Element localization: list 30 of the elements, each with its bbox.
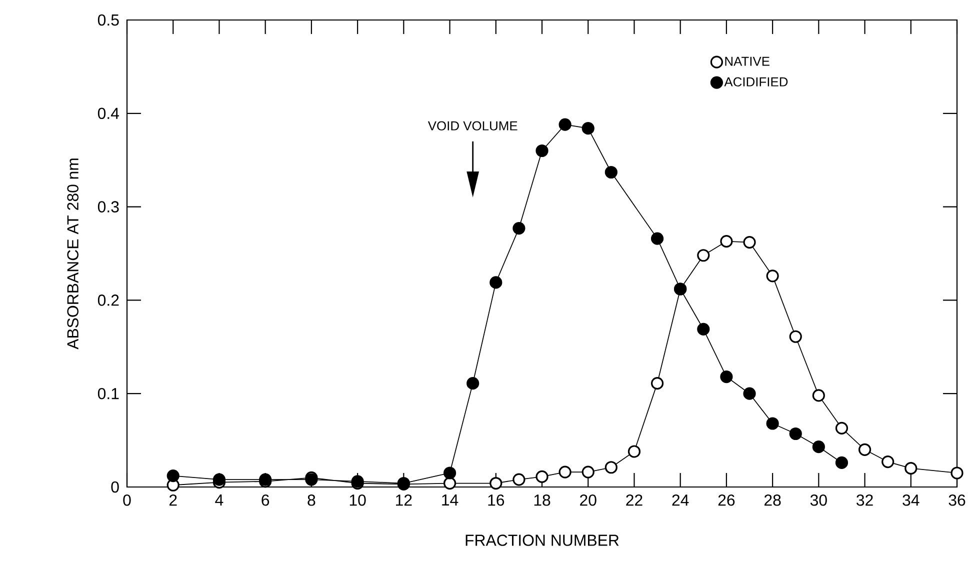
y-axis-title: ABSORBANCE AT 280 nm <box>67 158 78 350</box>
x-tick-label: 8 <box>308 494 316 506</box>
x-tick-label: 26 <box>718 494 735 506</box>
x-tick-label: 2 <box>169 494 177 506</box>
x-tick-label: 20 <box>580 494 596 506</box>
x-tick-label: 22 <box>626 494 642 506</box>
x-tick-label: 14 <box>442 494 458 506</box>
x-tick-label: 24 <box>672 494 689 506</box>
y-tick-label: 0 <box>111 481 119 493</box>
y-tick-label: 0.3 <box>98 201 119 212</box>
legend-label: ACIDIFIED <box>724 77 788 86</box>
y-tick-label: 0.2 <box>98 294 119 306</box>
y-tick-label: 0.1 <box>98 388 119 400</box>
x-tick-label: 18 <box>534 494 550 506</box>
y-tick-label: 0.4 <box>98 108 120 120</box>
x-tick-label: 6 <box>262 494 270 506</box>
x-tick-label: 16 <box>488 494 504 506</box>
x-tick-label: 36 <box>948 494 966 506</box>
x-tick-label: 32 <box>856 494 873 506</box>
x-axis-title: FRACTION NUMBER <box>466 534 619 546</box>
x-tick-label: 10 <box>350 494 366 506</box>
x-tick-label: 12 <box>396 494 412 506</box>
legend-label: NATIVE <box>725 56 770 66</box>
x-tick-label: 0 <box>123 494 131 506</box>
x-tick-label: 4 <box>215 494 224 506</box>
x-tick-label: 28 <box>764 494 781 506</box>
x-tick-label: 34 <box>902 494 920 506</box>
x-tick-label: 30 <box>810 494 827 506</box>
y-tick-label: 0.5 <box>98 14 119 26</box>
ref-line-label: VOID VOLUME <box>428 121 518 130</box>
